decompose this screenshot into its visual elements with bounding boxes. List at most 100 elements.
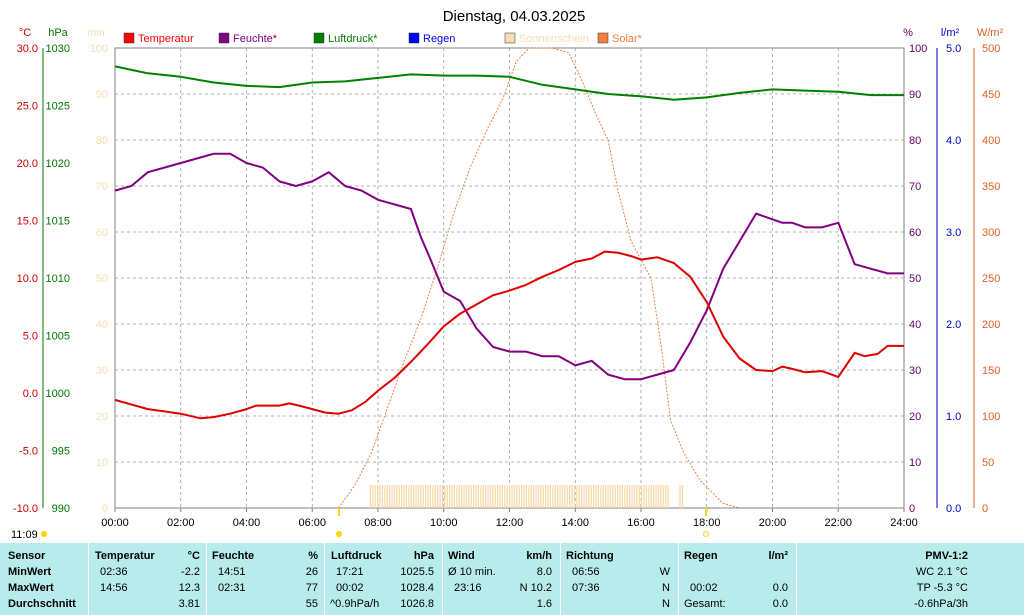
sunshine-bar [597,485,600,508]
min-dir-time: 06:56 [572,566,600,578]
markers: 11:09 [11,508,710,541]
legend-label: Regen [423,33,455,45]
sunshine-bar [463,485,465,508]
left-axis-tick-label: 15.0 [17,216,38,228]
sunshine-bar [660,485,662,508]
left-axis-tick-label: 5.0 [23,331,38,343]
header-wind-unit: km/h [526,550,552,562]
sunshine-bar [477,485,480,508]
sunshine-bar [602,485,604,508]
chart-legend: Temperatur Feuchte* Luftdruck* Regen Sonnens… [123,32,643,45]
min-wind-value: 8.0 [536,566,552,578]
left-axis-tick-label: 1000 [46,388,70,400]
sunshine-bar [427,485,429,508]
sunshine-bar [667,485,669,508]
sunshine-bar [456,485,458,508]
header-pmv: PMV-1:2 [925,550,968,562]
sunshine-bar [451,485,453,508]
sunshine-bar [549,485,552,508]
right-axis-tick-label: 60 [909,227,921,239]
right-axis-tick-label: 0 [909,503,915,515]
sunset-marker [705,508,707,516]
current-time-dot [41,531,47,537]
left-axis-tick-label: 1030 [46,43,70,55]
sunshine-bar [530,485,532,508]
min-press-time: 17:21 [336,566,364,578]
legend-item: Regen [408,32,455,45]
header-humidity-unit: % [308,550,318,562]
sunshine-bar [621,485,624,508]
sunshine-bar [422,485,424,508]
max-wind-value: N 10.2 [519,582,552,594]
row-avg-label: Durchschnitt [8,598,76,610]
left-axis-tick-label: 50 [96,273,108,285]
sunshine-bar [429,485,432,508]
x-axis-tick-label: 18:00 [693,517,721,529]
sunshine-bar [482,485,484,508]
sunshine-bar [612,485,614,508]
header-sensor: Sensor [8,550,46,562]
legend-item: Luftdruck* [313,32,378,45]
right-axis-unit: W/m² [977,27,1004,39]
sunshine-bar [446,485,448,508]
sunshine-bar [561,485,564,508]
right-axis-tick-label: 30 [909,365,921,377]
legend-label: Sonnenschein [519,33,589,45]
sunshine-bar [408,485,410,508]
right-axis-tick-label: 5.0 [946,43,961,55]
legend-swatch [313,32,325,44]
sunshine-bar [398,485,400,508]
x-axis-tick-label: 16:00 [627,517,655,529]
sunshine-bar [631,485,633,508]
max-temp-value: 12.3 [178,582,200,594]
left-axis-tick-label: 100 [90,43,108,55]
chart-title: Dienstag, 04.03.2025 [443,8,586,25]
sunshine-bar [444,485,446,508]
max-temp-time: 14:56 [100,582,128,594]
sunshine-bar [585,485,588,508]
right-axis-ticks: 10090807060504030201005.04.03.02.01.00.0… [909,43,1000,515]
left-axis-tick-label: 995 [52,446,70,458]
right-axis-tick-label: 70 [909,181,921,193]
sunshine-bar [537,485,540,508]
sunshine-bar [588,485,590,508]
right-axis-tick-label: 350 [982,181,1000,193]
right-axis-tick-label: 90 [909,89,921,101]
header-wind: Wind [448,550,475,562]
legend-item: Solar* [597,32,643,45]
pmv-wind-chill: WC 2.1 °C [915,566,968,578]
sunshine-bar [662,485,664,508]
avg-wind-value: 1.6 [536,598,552,610]
x-axis-tick-label: 24:00 [890,517,918,529]
sunshine-bar [424,485,427,508]
sunshine-bar [381,485,384,508]
sunshine-bar [552,485,554,508]
sunshine-bars [369,485,684,508]
right-axis-tick-label: 150 [982,365,1000,377]
row-min-label: MinWert [8,566,52,578]
sunset-dot [702,530,710,538]
statistics-panel: Sensor Temperatur °C Feuchte % Luftdruck… [0,543,1024,615]
left-axis-tick-label: 10.0 [17,273,38,285]
right-axis-tick-label: 40 [909,319,921,331]
sunshine-bar [604,485,607,508]
header-pressure: Luftdruck [331,550,382,562]
avg-temp-value: 3.81 [178,598,200,610]
left-axis-tick-label: 20.0 [17,158,38,170]
header-humidity: Feuchte [212,550,255,562]
sunshine-bar [492,485,494,508]
sunshine-bar [415,485,417,508]
sunshine-bar [592,485,595,508]
x-axis-tick-label: 20:00 [759,517,787,529]
sunshine-bar [628,485,631,508]
x-axis-tick-label: 12:00 [496,517,524,529]
x-axis-tick-label: 10:00 [430,517,458,529]
sunshine-bar [489,485,492,508]
max-hum-time: 02:31 [218,582,246,594]
sunshine-bar [566,485,568,508]
sunshine-bar [626,485,628,508]
sunshine-bar [578,485,580,508]
legend-swatch [504,32,516,44]
sunshine-bar [583,485,585,508]
sunshine-bar [648,485,650,508]
